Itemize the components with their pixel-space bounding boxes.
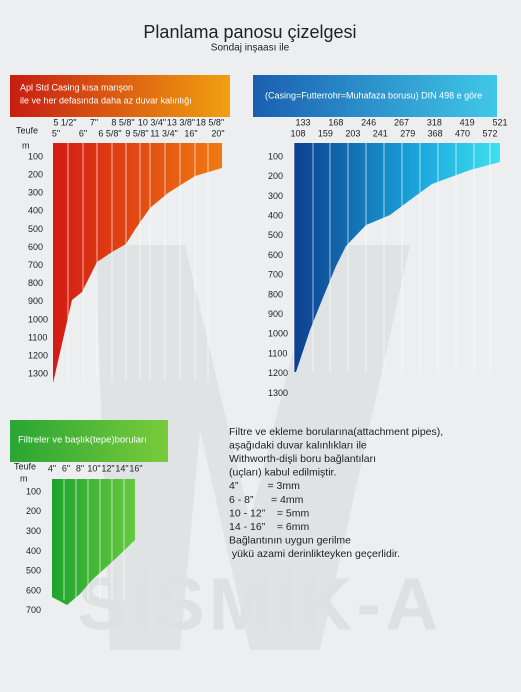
depth-label: 600 [26,585,41,595]
casing-shape [53,143,222,383]
size-label: 10" [87,463,100,473]
size-label: 159 [318,128,333,138]
axis-label: Teufe [14,461,36,471]
banner-text: (Casing=Futterrohr=Muhafaza borusu) DIN … [265,90,482,100]
depth-label: 700 [268,270,283,280]
size-label: 8 5/8" [111,117,134,127]
size-label: 108 [290,128,305,138]
size-label: 18 5/8" [196,117,224,127]
depth-label: 100 [28,151,43,161]
watermark-logo [95,245,410,650]
depth-label: 1200 [268,368,288,378]
filter-shape [52,479,135,605]
depth-label: 800 [28,278,43,288]
banner [10,420,168,462]
depth-label: 400 [26,546,41,556]
depth-label: 1100 [268,348,287,358]
size-label: 8" [76,463,84,473]
depth-label: 700 [26,605,41,615]
size-label: 168 [328,117,343,127]
note-line: Withworth-dişli boru bağlantıları [229,453,376,465]
axis-unit: m [20,473,28,483]
size-label: 267 [394,117,409,127]
size-label: 6" [62,463,70,473]
size-label: 6" [79,128,87,138]
size-label: 279 [400,128,415,138]
depth-label: 900 [28,296,43,306]
size-label: 16" [184,128,197,138]
depth-label: 600 [268,250,283,260]
size-label: 470 [455,128,470,138]
note-line: aşağıdaki duvar kalınlıkları ile [229,439,367,451]
depth-label: 500 [28,224,43,234]
depth-label: 200 [26,506,41,516]
size-label: 9 5/8" [125,128,148,138]
depth-label: 300 [268,191,283,201]
size-label: 318 [427,117,442,127]
size-label: 10 3/4" [138,117,166,127]
size-label: 4" [48,463,56,473]
depth-label: 700 [28,260,43,270]
depth-label: 1300 [28,369,48,379]
depth-label: 100 [268,151,283,161]
depth-label: 1000 [28,314,48,324]
depth-label: 100 [26,486,41,496]
size-label: 6 5/8" [98,128,121,138]
note-line: yükü azami derinlikteyken geçerlidir. [229,548,400,560]
size-label: 133 [295,117,310,127]
subtitle: Sondaj inşaası ile [211,43,290,54]
note-line: 14 - 16” = 6mm [229,521,309,533]
size-label: 16" [129,463,142,473]
banner [10,75,230,117]
depth-label: 500 [268,230,283,240]
axis-label: Teufe [16,125,38,135]
watermark: SİSMİK-A [78,563,443,646]
title: Planlama panosu çizelgesi [143,22,356,42]
depth-label: 600 [28,242,43,252]
size-label: 7" [90,117,98,127]
size-label: 13 3/8" [167,117,195,127]
size-label: 14" [115,463,128,473]
depth-label: 200 [28,169,43,179]
size-label: 246 [361,117,376,127]
size-label: 241 [373,128,388,138]
depth-label: 800 [268,289,283,299]
note-line: Bağlantının uygun gerilme [229,535,351,547]
size-label: 11 3/4" [150,128,178,138]
note-line: 6 - 8” = 4mm [229,494,304,506]
size-label: 5 1/2" [53,117,76,127]
depth-label: 1000 [268,329,288,339]
size-label: 368 [428,128,443,138]
note-line: (uçları) kabul edilmiştir. [229,467,336,479]
depth-label: 1100 [28,332,47,342]
depth-label: 900 [268,309,283,319]
banner-text: Apl Std Casing kısa manşon [20,82,133,92]
size-label: 419 [460,117,475,127]
banner-text: Filtreler ve başlık(tepe)boruları [18,435,147,446]
size-label: 12" [101,463,114,473]
size-label: 521 [492,117,507,127]
note-line: Filtre ve ekleme borularına(attachment p… [229,426,443,438]
depth-label: 500 [26,566,41,576]
size-label: 20" [211,128,224,138]
size-label: 572 [482,128,497,138]
depth-label: 200 [268,171,283,181]
banner-text: ile ve her defasında daha az duvar kalın… [20,95,192,105]
size-label: 203 [345,128,360,138]
axis-unit: m [22,140,30,150]
note-line: 4” = 3mm [229,480,300,492]
banner [253,75,497,117]
casing-shape [294,143,500,372]
size-label: 5" [52,128,60,138]
depth-label: 300 [28,188,43,198]
depth-label: 300 [26,526,41,536]
depth-label: 1200 [28,350,48,360]
note-line: 10 - 12” = 5mm [229,507,309,519]
depth-label: 1300 [268,388,288,398]
depth-label: 400 [28,206,43,216]
depth-label: 400 [268,210,283,220]
